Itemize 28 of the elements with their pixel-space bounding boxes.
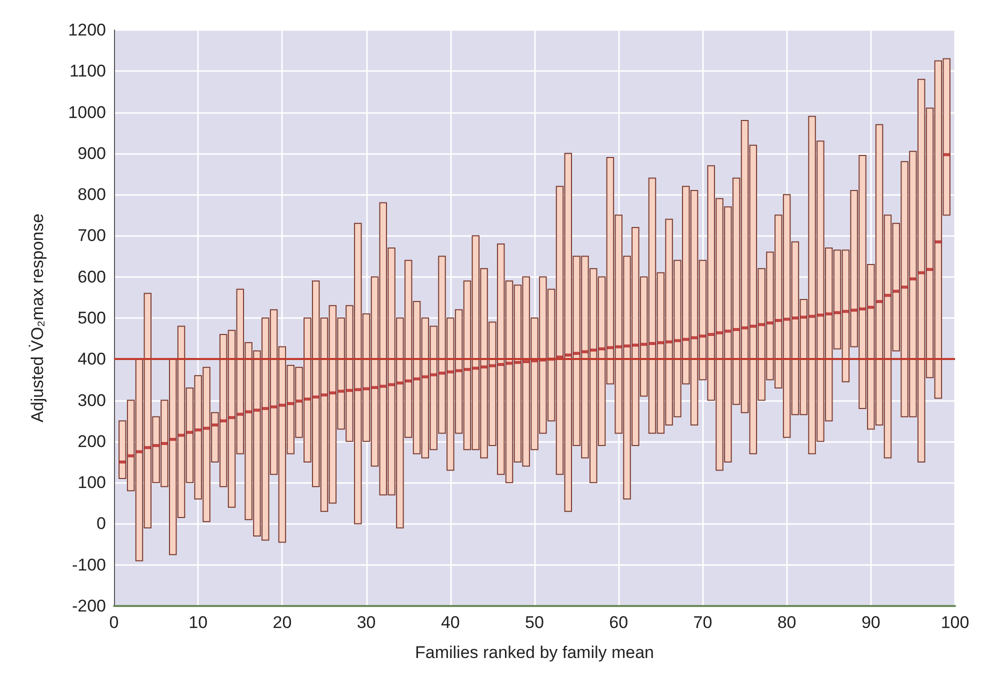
x-tick-label: 50 — [525, 613, 544, 632]
y-tick-label: 900 — [78, 144, 106, 163]
y-tick-label: 300 — [78, 390, 106, 410]
y-tick-label: 400 — [78, 350, 106, 369]
y-tick-label: 800 — [78, 185, 106, 204]
y-tick-label: -200 — [72, 596, 106, 616]
y-tick-label: 1200 — [68, 20, 106, 40]
y-tick-label: 1100 — [69, 62, 106, 81]
x-tick-label: 90 — [861, 613, 880, 632]
x-tick-label: 30 — [356, 613, 376, 632]
x-axis-title: Families ranked by family mean — [414, 643, 654, 662]
y-tick-label: -100 — [72, 555, 106, 574]
y-tick-label: 0 — [96, 514, 106, 534]
x-tick-label: 80 — [777, 613, 796, 632]
x-tick-label: 60 — [609, 613, 628, 632]
x-tick-label: 100 — [940, 613, 970, 632]
x-tick-label: 20 — [272, 613, 292, 632]
y-tick-label: 500 — [78, 308, 106, 328]
y-tick-label: 1000 — [68, 102, 106, 122]
y-tick-label: 600 — [78, 267, 106, 286]
y-tick-label: 100 — [78, 473, 106, 492]
y-tick-label: 700 — [78, 226, 106, 246]
y-tick-label: 200 — [78, 432, 106, 451]
y-axis-title: Adjusted V̇O₂max response — [28, 214, 47, 422]
x-tick-label: 40 — [440, 613, 460, 632]
x-tick-label: 0 — [109, 613, 119, 632]
x-tick-label: 10 — [188, 613, 208, 632]
x-tick-label: 70 — [693, 613, 712, 632]
